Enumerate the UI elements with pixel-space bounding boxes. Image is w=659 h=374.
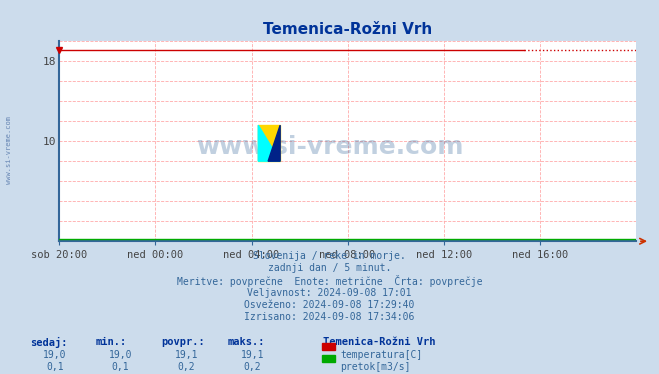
Polygon shape [258,125,280,161]
Text: Veljavnost: 2024-09-08 17:01: Veljavnost: 2024-09-08 17:01 [247,288,412,298]
Text: Izrisano: 2024-09-08 17:34:06: Izrisano: 2024-09-08 17:34:06 [244,312,415,322]
Text: temperatura[C]: temperatura[C] [340,350,422,360]
Text: pretok[m3/s]: pretok[m3/s] [340,362,411,372]
Text: Osveženo: 2024-09-08 17:29:40: Osveženo: 2024-09-08 17:29:40 [244,300,415,310]
Text: 19,0: 19,0 [109,350,132,360]
Text: 19,1: 19,1 [175,350,198,360]
Text: povpr.:: povpr.: [161,337,205,347]
Text: 0,2: 0,2 [178,362,195,372]
Text: maks.:: maks.: [227,337,265,347]
Text: Temenica-Rožni Vrh: Temenica-Rožni Vrh [323,337,436,347]
Text: Meritve: povprečne  Enote: metrične  Črta: povprečje: Meritve: povprečne Enote: metrične Črta:… [177,275,482,287]
Text: 19,0: 19,0 [43,350,67,360]
Text: 0,1: 0,1 [46,362,63,372]
Text: www.si-vreme.com: www.si-vreme.com [5,116,12,184]
Text: sedaj:: sedaj: [30,337,67,348]
Text: www.si-vreme.com: www.si-vreme.com [196,135,464,159]
Title: Temenica-Rožni Vrh: Temenica-Rožni Vrh [263,22,432,37]
Text: 0,2: 0,2 [244,362,261,372]
Text: min.:: min.: [96,337,127,347]
Bar [258,125,280,161]
Text: Slovenija / reke in morje.: Slovenija / reke in morje. [253,251,406,261]
Polygon shape [268,125,280,161]
Text: 0,1: 0,1 [112,362,129,372]
Text: zadnji dan / 5 minut.: zadnji dan / 5 minut. [268,263,391,273]
Text: 19,1: 19,1 [241,350,264,360]
